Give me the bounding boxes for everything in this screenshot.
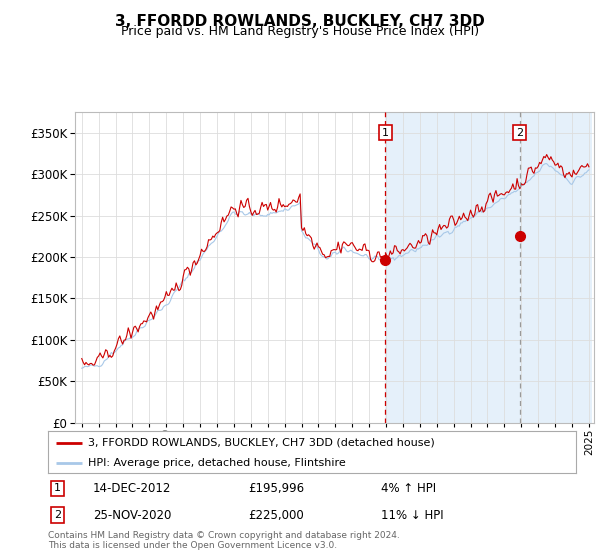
Text: 3, FFORDD ROWLANDS, BUCKLEY, CH7 3DD (detached house): 3, FFORDD ROWLANDS, BUCKLEY, CH7 3DD (de…	[88, 438, 434, 448]
Text: 2: 2	[54, 510, 61, 520]
Text: Contains HM Land Registry data © Crown copyright and database right 2024.
This d: Contains HM Land Registry data © Crown c…	[48, 531, 400, 550]
Text: 3, FFORDD ROWLANDS, BUCKLEY, CH7 3DD: 3, FFORDD ROWLANDS, BUCKLEY, CH7 3DD	[115, 14, 485, 29]
Text: 14-DEC-2012: 14-DEC-2012	[93, 482, 171, 495]
Text: £195,996: £195,996	[248, 482, 305, 495]
Text: 4% ↑ HPI: 4% ↑ HPI	[380, 482, 436, 495]
Text: 25-NOV-2020: 25-NOV-2020	[93, 508, 171, 521]
Text: HPI: Average price, detached house, Flintshire: HPI: Average price, detached house, Flin…	[88, 458, 346, 468]
Text: 11% ↓ HPI: 11% ↓ HPI	[380, 508, 443, 521]
Text: £225,000: £225,000	[248, 508, 304, 521]
Text: 1: 1	[382, 128, 389, 138]
Text: 1: 1	[54, 483, 61, 493]
Bar	[385, 112, 592, 423]
Text: Price paid vs. HM Land Registry's House Price Index (HPI): Price paid vs. HM Land Registry's House …	[121, 25, 479, 38]
Text: 2: 2	[516, 128, 523, 138]
